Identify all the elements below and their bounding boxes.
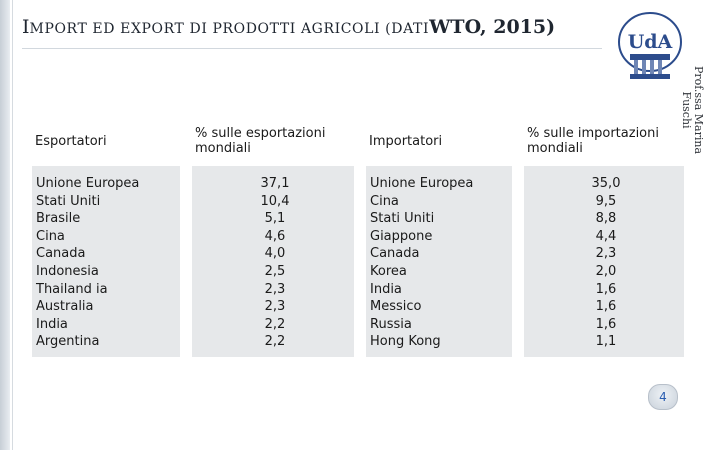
slide-title: IMPORT ED EXPORT DI PRODOTTI AGRICOLI (D… xyxy=(22,16,555,38)
exporter-name: India xyxy=(36,316,68,332)
export-share-value: 4,0 xyxy=(264,246,286,262)
header-importers: Importatori xyxy=(366,118,512,166)
left-decorative-line xyxy=(12,0,13,450)
import-share-column: 35,0 9,5 8,8 4,4 2,3 2,0 1,6 1,6 1,6 1,1 xyxy=(524,165,684,357)
exporters-column: Unione Europea Stati Uniti Brasile Cina … xyxy=(32,165,180,357)
export-share-value: 2,3 xyxy=(264,299,286,315)
export-share-value: 2,5 xyxy=(264,263,286,279)
title-initial: I xyxy=(22,16,30,38)
export-share-value: 2,2 xyxy=(264,316,286,332)
importers-column: Unione Europea Cina Stati Uniti Giappone… xyxy=(366,165,512,357)
import-share-value: 1,6 xyxy=(595,316,617,332)
exporter-name: Cina xyxy=(36,228,65,244)
author-line-1: Prof.ssa Marina xyxy=(692,65,705,155)
exporter-name: Brasile xyxy=(36,211,81,227)
import-share-value: 8,8 xyxy=(595,211,617,227)
importer-name: Hong Kong xyxy=(370,334,441,350)
exporter-name: Australia xyxy=(36,299,94,315)
import-share-value: 2,0 xyxy=(595,263,617,279)
import-share-value: 1,6 xyxy=(595,281,617,297)
importer-name: Korea xyxy=(370,263,407,279)
exporter-name: Thailand ia xyxy=(36,281,108,297)
importer-name: Russia xyxy=(370,316,412,332)
exporter-name: Stati Uniti xyxy=(36,193,101,209)
importer-name: Giappone xyxy=(370,228,433,244)
import-share-value: 4,4 xyxy=(595,228,617,244)
exporter-name: Argentina xyxy=(36,334,100,350)
importer-name: Cina xyxy=(370,193,399,209)
export-share-value: 2,3 xyxy=(264,281,286,297)
header-exporters: Esportatori xyxy=(32,118,180,166)
title-divider xyxy=(22,48,602,49)
header-import-share: % sulle importazioni mondiali xyxy=(524,118,684,166)
import-share-value: 2,3 xyxy=(595,246,617,262)
exporter-name: Unione Europea xyxy=(36,176,140,191)
left-decorative-bar xyxy=(0,0,10,450)
table-body-row: Unione Europea Stati Uniti Brasile Cina … xyxy=(32,165,684,357)
export-share-value: 4,6 xyxy=(264,228,286,244)
import-share-value: 9,5 xyxy=(595,193,617,209)
import-share-value: 1,6 xyxy=(595,299,617,315)
export-share-value: 5,1 xyxy=(264,211,286,227)
title-source: WTO, 2015) xyxy=(429,16,556,38)
import-share-value: 35,0 xyxy=(591,176,621,191)
university-logo: UdA xyxy=(618,12,682,79)
title-text: MPORT ED EXPORT DI PRODOTTI AGRICOLI (DA… xyxy=(29,21,430,37)
importer-name: Messico xyxy=(370,299,422,315)
export-share-value: 37,1 xyxy=(260,176,290,191)
importer-name: India xyxy=(370,281,402,297)
importer-name: Stati Uniti xyxy=(370,211,435,227)
exporter-name: Canada xyxy=(36,246,86,262)
header-export-share: % sulle esportazioni mondiali xyxy=(192,118,354,166)
exporter-name: Indonesia xyxy=(36,263,99,279)
importer-name: Canada xyxy=(370,246,420,262)
table-header-row: Esportatori % sulle esportazioni mondial… xyxy=(32,118,684,166)
importer-name: Unione Europea xyxy=(370,176,474,191)
export-share-value: 2,2 xyxy=(264,334,286,350)
export-share-column: 37,1 10,4 5,1 4,6 4,0 2,5 2,3 2,3 2,2 2,… xyxy=(192,165,354,357)
page-number: 4 xyxy=(648,384,678,410)
export-share-value: 10,4 xyxy=(260,193,290,209)
agri-trade-table: Esportatori % sulle esportazioni mondial… xyxy=(32,118,684,357)
import-share-value: 1,1 xyxy=(595,334,617,350)
logo-text: UdA xyxy=(628,31,673,53)
